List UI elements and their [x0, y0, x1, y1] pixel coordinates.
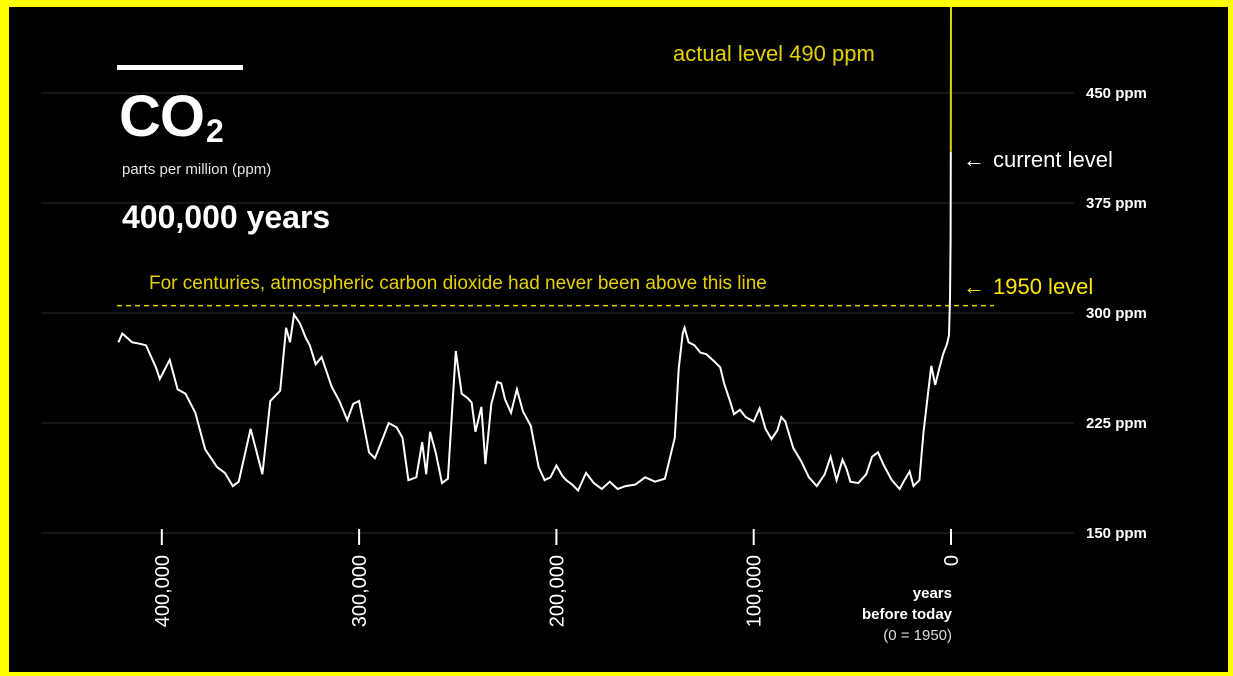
- title-bar: [117, 65, 243, 70]
- chart-subtitle: parts per million (ppm): [122, 161, 272, 178]
- x-tick-label-400000: 400,000: [152, 555, 174, 627]
- y-tick-label-450: 450 ppm: [1086, 85, 1147, 102]
- x-axis-label: years before today (0 = 1950): [861, 585, 952, 644]
- x-tick-label-100000: 100,000: [744, 555, 766, 627]
- chart-frame: 400,000 300,000 200,000 100,000 0 150 ppm 225…: [9, 7, 1228, 672]
- x-tick-label-200000: 200,000: [546, 555, 568, 627]
- years-span-label: 400,000 years: [122, 199, 331, 235]
- y-tick-label-375: 375 ppm: [1086, 195, 1147, 212]
- co2-chart: 400,000 300,000 200,000 100,000 0 150 ppm 225…: [41, 7, 1147, 627]
- arrow-left-icon: ←: [963, 147, 985, 172]
- y-tick-label-150: 150 ppm: [1086, 525, 1147, 542]
- y-axis-ticks: 150 ppm 225 ppm 300 ppm 375 ppm 450 ppm: [1086, 85, 1147, 542]
- y-tick-label-300: 300 ppm: [1086, 305, 1147, 322]
- chart-title: CO2: [119, 84, 224, 149]
- actual-level-annotation: actual level 490 ppm: [673, 41, 875, 66]
- level-1950-label: ← 1950 level: [963, 274, 1094, 299]
- x-tick-label-0: 0: [941, 555, 963, 566]
- x-tick-label-300000: 300,000: [349, 555, 371, 627]
- grid-lines: [41, 92, 1074, 534]
- arrow-left-icon: ←: [963, 274, 985, 299]
- co2-series-line: [117, 151, 952, 493]
- never-above-annotation: For centuries, atmospheric carbon dioxid…: [149, 273, 767, 294]
- y-tick-label-225: 225 ppm: [1086, 415, 1147, 432]
- current-level-label: ← current level: [963, 147, 1113, 172]
- x-axis-ticks: 400,000 300,000 200,000 100,000 0: [152, 529, 963, 627]
